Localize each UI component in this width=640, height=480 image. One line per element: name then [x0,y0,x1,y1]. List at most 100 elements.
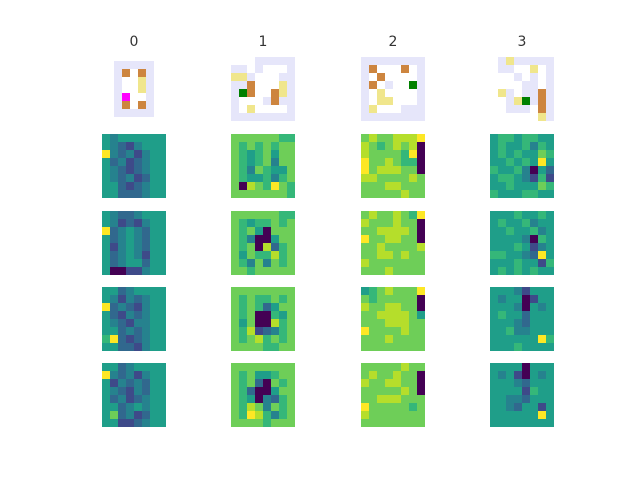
heat-cell [377,158,385,166]
heat-cell [377,150,385,158]
heat-cell [263,287,271,295]
heat-cell [263,295,271,303]
heat-cell [239,303,247,311]
heat-cell [490,219,498,227]
heat-cell [126,387,134,395]
heat-cell [118,142,126,150]
heat-cell [126,158,134,166]
heat-cell [271,303,279,311]
heat-cell [118,150,126,158]
heat-cell [546,166,554,174]
heat-cell [287,319,295,327]
heat-cell [401,379,409,387]
heat-cell [417,295,425,303]
heat-cell [271,371,279,379]
heat-cell [134,150,142,158]
map-cell [271,113,279,121]
map-cell [409,89,417,97]
heat-cell [150,343,158,351]
heat-cell [287,287,295,295]
heat-cell [110,134,118,142]
heat-cell [506,219,514,227]
heat-cell [102,267,110,275]
heat-cell [385,387,393,395]
heat-cell [498,371,506,379]
heat-cell [142,211,150,219]
heat-cell [377,219,385,227]
heat-cell [263,419,271,427]
heat-cell [385,235,393,243]
heat-cell [522,190,530,198]
heat-cell [126,227,134,235]
map-cell [279,81,287,89]
heat-cell [118,190,126,198]
heat-cell [506,166,514,174]
heat-cell [271,150,279,158]
heat-cell [369,327,377,335]
heat-cell [102,243,110,251]
heat-cell [142,174,150,182]
heat-cell [110,327,118,335]
heat-cell [377,363,385,371]
map-cell [114,85,122,93]
map-cell [138,109,146,117]
heat-cell [409,134,417,142]
heat-cell [150,243,158,251]
heat-cell [409,251,417,259]
map-cell [138,61,146,69]
heat-cell [134,403,142,411]
heat-cell [239,287,247,295]
map-cell [130,101,138,109]
heat-cell [118,227,126,235]
map-cell [263,89,271,97]
map-cell [231,81,239,89]
heat-cell [150,303,158,311]
map-cell [263,113,271,121]
heat-cell [231,235,239,243]
heat-cell [417,311,425,319]
heat-cell [546,235,554,243]
heat-cell [417,166,425,174]
heat-cell [263,343,271,351]
heat-cell [110,403,118,411]
heat-cell [263,182,271,190]
heat-cell [247,267,255,275]
heat-cell [255,219,263,227]
heat-cell [522,295,530,303]
heat-cell [417,243,425,251]
heat-cell [247,158,255,166]
heat-cell [150,387,158,395]
heat-cell [506,211,514,219]
map-cell [377,97,385,105]
heat-cell [369,166,377,174]
heat-cell [498,142,506,150]
heat-cell [150,395,158,403]
heat-cell [417,251,425,259]
map-cell [401,97,409,105]
heat-cell [538,211,546,219]
heat-cell [110,319,118,327]
heat-cell [287,190,295,198]
heat-cell [263,303,271,311]
heat-cell [231,219,239,227]
heat-cell [506,363,514,371]
heat-cell [287,158,295,166]
heat-cell [401,235,409,243]
heat-cell [231,211,239,219]
map-cell [263,105,271,113]
heat-cell [393,227,401,235]
heat-cell [377,419,385,427]
heat-cell [409,371,417,379]
heat-cell [522,259,530,267]
heat-cell [247,259,255,267]
map-cell [377,105,385,113]
heat-cell [538,335,546,343]
heat-cell [361,134,369,142]
heat-cell [546,335,554,343]
map-cell [239,89,247,97]
heat-cell [126,190,134,198]
heat-cell [514,343,522,351]
heat-cell [417,419,425,427]
heat-cell [409,343,417,351]
